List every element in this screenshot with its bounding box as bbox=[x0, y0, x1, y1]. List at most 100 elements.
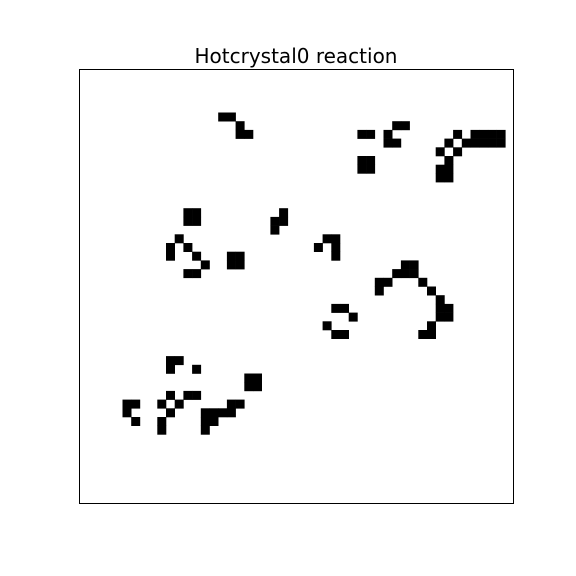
live-cell bbox=[226, 408, 236, 418]
live-cell bbox=[270, 216, 280, 226]
live-cell bbox=[418, 277, 428, 287]
live-cell bbox=[131, 399, 141, 409]
live-cell bbox=[183, 208, 193, 218]
live-cell bbox=[496, 129, 506, 139]
live-cell bbox=[400, 269, 410, 279]
live-cell bbox=[383, 277, 393, 287]
live-cell bbox=[279, 208, 289, 218]
live-cell bbox=[487, 129, 497, 139]
live-cell bbox=[183, 243, 193, 252]
live-cell bbox=[461, 138, 471, 148]
live-cell bbox=[226, 399, 236, 409]
live-cell bbox=[270, 225, 280, 235]
cell-grid bbox=[79, 69, 514, 504]
live-cell bbox=[331, 243, 341, 252]
live-cell bbox=[470, 138, 480, 148]
live-cell bbox=[444, 164, 454, 174]
live-cell bbox=[392, 121, 402, 131]
live-cell bbox=[496, 138, 506, 148]
live-cell bbox=[418, 330, 428, 339]
live-cell bbox=[174, 234, 184, 244]
live-cell bbox=[192, 216, 202, 226]
live-cell bbox=[444, 312, 454, 322]
live-cell bbox=[157, 425, 167, 435]
live-cell bbox=[226, 112, 236, 122]
live-cell bbox=[331, 303, 341, 313]
live-cells bbox=[122, 112, 506, 435]
live-cell bbox=[374, 277, 384, 287]
live-cell bbox=[235, 260, 245, 270]
live-cell bbox=[400, 260, 410, 270]
live-cell bbox=[444, 173, 454, 183]
live-cell bbox=[131, 417, 141, 426]
live-cell bbox=[209, 417, 219, 426]
live-cell bbox=[122, 408, 132, 418]
live-cell bbox=[453, 147, 463, 157]
live-cell bbox=[183, 390, 193, 400]
live-cell bbox=[157, 399, 167, 409]
live-cell bbox=[166, 243, 175, 252]
plot-title: Hotcrystal0 reaction bbox=[194, 44, 398, 68]
live-cell bbox=[435, 295, 445, 305]
live-cell bbox=[322, 321, 332, 331]
live-cell bbox=[453, 129, 463, 139]
live-cell bbox=[444, 303, 454, 313]
live-cell bbox=[192, 208, 202, 218]
live-cell bbox=[244, 382, 254, 392]
live-cell bbox=[331, 330, 341, 339]
live-cell bbox=[322, 234, 332, 244]
live-cell bbox=[487, 138, 497, 148]
live-cell bbox=[244, 373, 254, 383]
live-cell bbox=[392, 138, 402, 148]
live-cell bbox=[226, 260, 236, 270]
live-cell bbox=[366, 156, 376, 165]
live-cell bbox=[340, 330, 349, 339]
live-cell bbox=[427, 286, 436, 296]
live-cell bbox=[200, 417, 210, 426]
live-cell bbox=[279, 216, 289, 226]
live-cell bbox=[183, 269, 193, 279]
live-cell bbox=[166, 408, 175, 418]
live-cell bbox=[313, 243, 323, 252]
live-cell bbox=[409, 260, 419, 270]
live-cell bbox=[409, 269, 419, 279]
live-cell bbox=[166, 390, 175, 400]
live-cell bbox=[192, 269, 202, 279]
live-cell bbox=[183, 216, 193, 226]
live-cell bbox=[479, 129, 489, 139]
live-cell bbox=[357, 156, 367, 165]
live-cell bbox=[435, 173, 445, 183]
live-cell bbox=[392, 269, 402, 279]
live-cell bbox=[174, 399, 184, 409]
live-cell bbox=[331, 251, 341, 261]
live-cell bbox=[226, 251, 236, 261]
live-cell bbox=[427, 321, 436, 331]
live-cell bbox=[366, 129, 376, 139]
live-cell bbox=[435, 312, 445, 322]
live-cell bbox=[166, 356, 175, 366]
live-cell bbox=[209, 408, 219, 418]
live-cell bbox=[444, 138, 454, 148]
live-cell bbox=[166, 251, 175, 261]
live-cell bbox=[192, 364, 202, 374]
live-cell bbox=[122, 399, 132, 409]
live-cell bbox=[357, 164, 367, 174]
live-cell bbox=[435, 147, 445, 157]
live-cell bbox=[253, 382, 262, 392]
live-cell bbox=[174, 356, 184, 366]
live-cell bbox=[331, 234, 341, 244]
live-cell bbox=[348, 312, 358, 322]
grid-frame bbox=[79, 69, 514, 504]
live-cell bbox=[253, 373, 262, 383]
live-cell bbox=[200, 425, 210, 435]
live-cell bbox=[357, 129, 367, 139]
live-cell bbox=[200, 260, 210, 270]
live-cell bbox=[427, 330, 436, 339]
live-cell bbox=[383, 129, 393, 139]
live-cell bbox=[244, 129, 254, 139]
live-cell bbox=[200, 408, 210, 418]
live-cell bbox=[192, 251, 202, 261]
live-cell bbox=[235, 251, 245, 261]
live-cell bbox=[400, 121, 410, 131]
